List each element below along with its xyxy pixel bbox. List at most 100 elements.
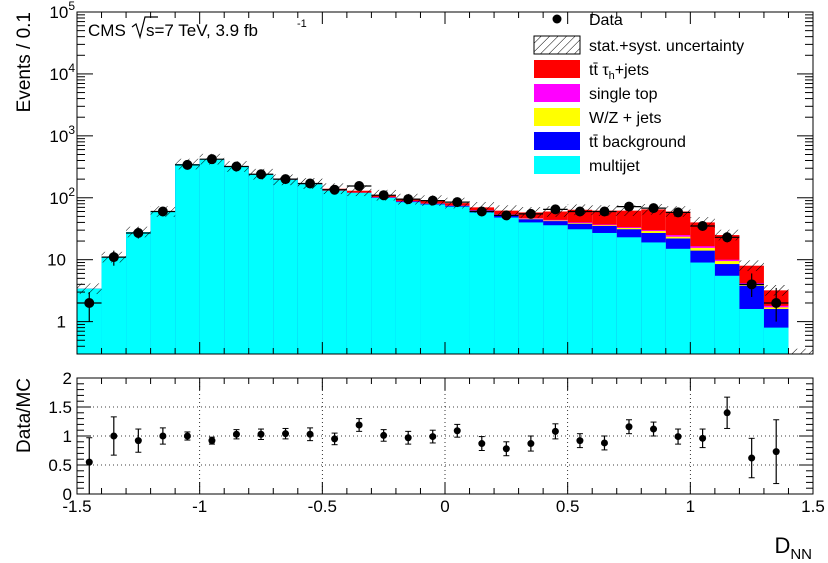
ratio-points <box>85 396 780 495</box>
data-point-4 <box>182 159 193 170</box>
legend: Data stat.+syst. uncertainty tt̄ τh+jets… <box>533 12 744 175</box>
bar-multijet-18 <box>518 222 544 354</box>
ratio-point-14 <box>429 433 437 441</box>
data-points <box>77 154 789 322</box>
data-point-15 <box>452 197 463 208</box>
legend-entry-uncertainty: stat.+syst. uncertainty <box>533 35 744 55</box>
x-axis-title: DNN <box>774 533 812 563</box>
bar-multijet-17 <box>494 217 519 354</box>
y-tick-label-1: 10 <box>47 251 66 270</box>
ratio-y-tick-labels: 0 0.5 1 1.5 2 <box>48 369 72 504</box>
lumi-exponent: -1 <box>297 18 307 30</box>
bar-multijet-19 <box>543 225 568 354</box>
ratio-point-23 <box>650 425 658 433</box>
ratio-point-28 <box>772 448 780 456</box>
bar-multijet-7 <box>248 174 274 354</box>
cms-label: CMS <box>88 21 126 40</box>
legend-entry-tt-background: tt̄ background <box>534 132 686 151</box>
data-point-26 <box>722 232 733 243</box>
bar-multijet-25 <box>690 262 715 354</box>
top-axis-ticks <box>76 12 814 355</box>
data-point-9 <box>305 178 316 189</box>
ratio-y-tick-label-2: 1 <box>63 427 72 446</box>
legend-label-multijet: multijet <box>589 158 640 175</box>
ratio-point-15 <box>453 427 461 435</box>
data-point-20 <box>574 206 585 217</box>
data-point-24 <box>673 207 684 218</box>
ratio-point-12 <box>380 431 388 439</box>
ratio-point-22 <box>625 423 633 431</box>
legend-entry-ttau: tt̄ τh+jets <box>534 60 649 82</box>
bar-multijet-20 <box>567 229 593 354</box>
ratio-point-27 <box>748 454 756 462</box>
data-point-25 <box>697 221 708 232</box>
top-y-tick-labels: 1 10 102 103 104 105 <box>47 0 75 332</box>
ratio-point-9 <box>306 430 314 438</box>
y-tick-label-5: 105 <box>49 0 75 22</box>
bar-multijet-10 <box>322 190 347 354</box>
bar-multijet-28 <box>763 327 789 354</box>
data-point-2 <box>133 227 144 238</box>
top-histogram-panel: 1 10 102 103 104 105 Events / 0.1 CMS s=7 TeV… <box>14 0 814 355</box>
ratio-point-20 <box>576 437 584 445</box>
bar-multijet-23 <box>641 242 666 354</box>
data-point-12 <box>378 190 389 201</box>
data-point-21 <box>599 206 610 217</box>
legend-swatch-ttau <box>534 60 580 78</box>
bar-multijet-14 <box>420 204 445 354</box>
data-point-22 <box>624 201 634 212</box>
data-point-17 <box>501 210 512 221</box>
legend-label-single-top: single top <box>589 86 658 103</box>
bar-multijet-2 <box>126 232 151 354</box>
bar-multijet-26 <box>714 275 740 354</box>
data-point-13 <box>403 194 414 205</box>
ratio-point-11 <box>355 421 363 429</box>
energy-lumi-label: s=7 TeV, 3.9 fb <box>146 21 258 40</box>
bar-multijet-22 <box>616 237 642 354</box>
bar-multijet-15 <box>445 206 470 354</box>
data-point-23 <box>648 203 659 214</box>
data-point-19 <box>550 204 561 215</box>
x-tick-label-4: 0.5 <box>556 497 580 516</box>
bar-multijet-24 <box>665 248 691 354</box>
bar-multijet-6 <box>224 166 249 354</box>
bar-multijet-27 <box>739 308 764 354</box>
ratio-point-18 <box>527 440 535 448</box>
bar-multijet-1 <box>101 257 127 354</box>
uncertainty-band-27 <box>739 260 764 272</box>
uncertainty-band-0 <box>77 283 102 295</box>
ratio-y-tick-label-1: 0.5 <box>48 456 72 475</box>
legend-label-data: Data <box>589 12 623 29</box>
bar-multijet-8 <box>273 179 298 354</box>
ratio-point-10 <box>331 435 339 443</box>
legend-entry-wz: W/Z + jets <box>534 108 661 127</box>
data-point-8 <box>280 174 291 185</box>
bar-multijet-16 <box>469 212 495 354</box>
ratio-point-16 <box>478 440 486 448</box>
legend-entry-multijet: multijet <box>534 156 640 175</box>
data-point-14 <box>427 195 438 206</box>
y-tick-label-0: 1 <box>57 313 66 332</box>
ratio-y-tick-label-4: 2 <box>63 369 72 388</box>
data-point-28 <box>771 297 782 308</box>
data-point-10 <box>329 184 340 195</box>
y-tick-label-3: 103 <box>49 123 75 146</box>
data-point-16 <box>476 206 487 217</box>
bar-multijet-4 <box>175 164 200 354</box>
data-point-1 <box>108 252 119 263</box>
legend-marker-data <box>552 14 562 24</box>
legend-label-wz: W/Z + jets <box>589 110 661 127</box>
bar-multijet-12 <box>371 197 396 354</box>
y-tick-label-2: 102 <box>49 185 75 208</box>
cms-annotation: CMS s=7 TeV, 3.9 fb -1 <box>88 16 307 40</box>
ratio-y-tick-label-0: 0 <box>63 485 72 504</box>
ratio-point-17 <box>502 445 510 453</box>
data-point-5 <box>206 154 217 165</box>
data-point-11 <box>354 180 365 191</box>
legend-entry-data: Data <box>552 12 623 29</box>
ratio-point-25 <box>699 434 707 442</box>
top-y-axis-title: Events / 0.1 <box>14 12 35 112</box>
ratio-point-4 <box>183 432 191 440</box>
ratio-point-19 <box>551 427 559 435</box>
